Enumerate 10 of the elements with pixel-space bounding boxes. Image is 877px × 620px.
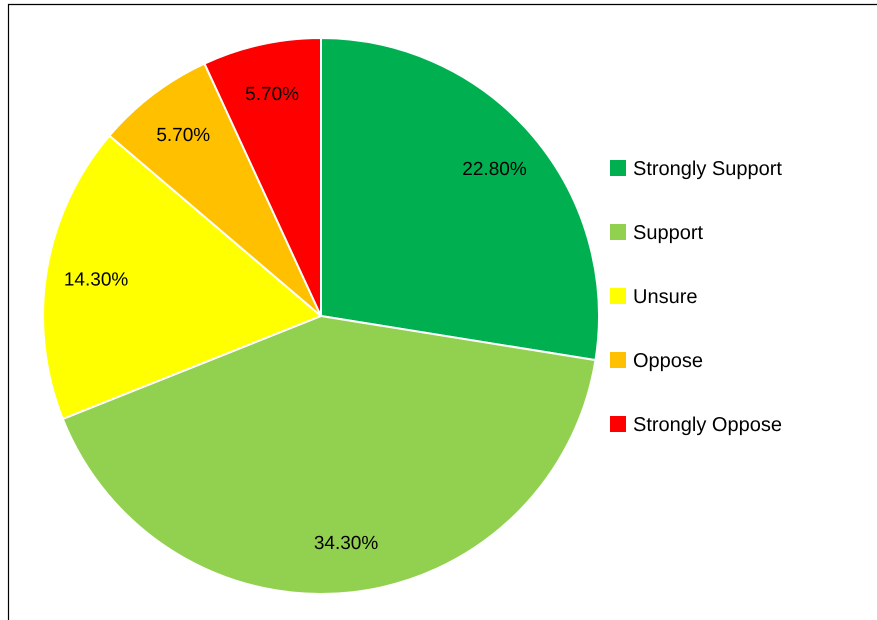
data-label: 22.80% (462, 158, 527, 180)
legend-label: Strongly Oppose (633, 414, 782, 436)
data-label: 34.30% (314, 533, 378, 554)
legend-label: Oppose (633, 350, 704, 372)
legend-label: Support (633, 222, 704, 244)
data-label: 14.30% (64, 270, 128, 291)
legend-label: Unsure (633, 286, 698, 308)
legend-label: Strongly Support (633, 158, 782, 180)
data-label: 5.70% (245, 84, 300, 105)
data-label: 5.70% (156, 125, 210, 146)
